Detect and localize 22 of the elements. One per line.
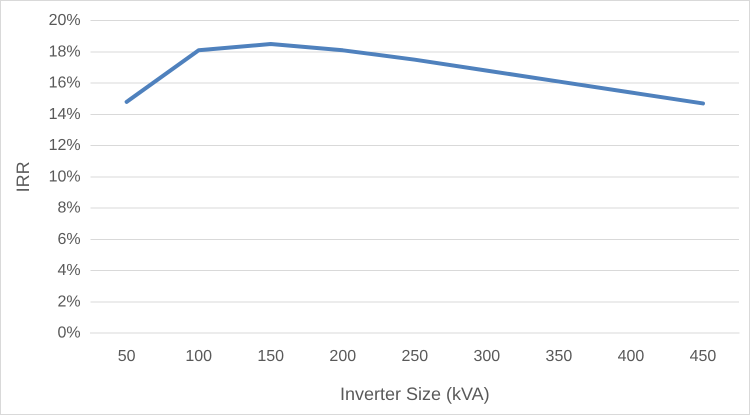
x-tick-label: 200 bbox=[329, 348, 356, 366]
y-tick-label: 2% bbox=[58, 293, 81, 310]
y-tick-label: 14% bbox=[48, 106, 81, 123]
x-tick-label: 250 bbox=[401, 348, 428, 366]
y-tick-label: 0% bbox=[58, 324, 81, 342]
y-tick-label: 16% bbox=[48, 74, 81, 92]
y-tick-label: 10% bbox=[48, 168, 81, 186]
x-tick-label: 150 bbox=[257, 348, 284, 366]
y-tick-label: 20% bbox=[48, 12, 81, 30]
x-tick-label: 400 bbox=[618, 348, 644, 366]
x-tick-label: 100 bbox=[185, 348, 212, 366]
x-tick-label: 50 bbox=[118, 348, 136, 366]
y-tick-label: 4% bbox=[58, 262, 81, 280]
x-tick-label: 450 bbox=[690, 348, 716, 366]
y-tick-label: 8% bbox=[58, 200, 81, 217]
x-tick-label: 350 bbox=[546, 348, 572, 366]
x-tick-label: 300 bbox=[474, 348, 500, 366]
y-axis-title: IRR bbox=[12, 161, 33, 192]
x-axis-title: Inverter Size (kVA) bbox=[340, 384, 490, 404]
y-tick-label: 12% bbox=[48, 137, 81, 154]
y-tick-label: 18% bbox=[48, 43, 81, 60]
y-tick-label: 6% bbox=[58, 230, 81, 248]
